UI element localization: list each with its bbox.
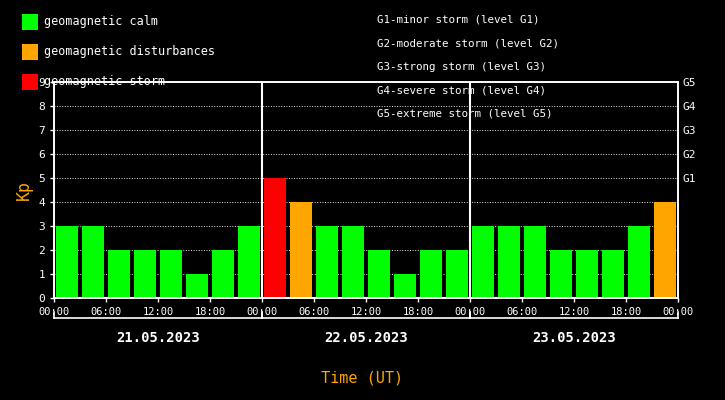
Bar [83, 226, 104, 298]
Text: G5-extreme storm (level G5): G5-extreme storm (level G5) [377, 109, 552, 119]
Bar [602, 250, 624, 298]
Bar [576, 250, 598, 298]
Text: geomagnetic disturbances: geomagnetic disturbances [44, 46, 215, 58]
Bar [550, 250, 572, 298]
Bar [368, 250, 390, 298]
Bar [290, 202, 312, 298]
Bar [212, 250, 234, 298]
Text: Time (UT): Time (UT) [321, 370, 404, 386]
Bar [628, 226, 650, 298]
Text: 22.05.2023: 22.05.2023 [324, 331, 408, 345]
Bar [239, 226, 260, 298]
Text: geomagnetic calm: geomagnetic calm [44, 16, 157, 28]
Bar [108, 250, 130, 298]
Text: 21.05.2023: 21.05.2023 [117, 331, 200, 345]
Bar [420, 250, 442, 298]
Bar [524, 226, 546, 298]
Bar [446, 250, 468, 298]
Text: G1-minor storm (level G1): G1-minor storm (level G1) [377, 15, 539, 25]
Y-axis label: Kp: Kp [15, 180, 33, 200]
Bar [160, 250, 182, 298]
Bar [342, 226, 364, 298]
Bar [264, 178, 286, 298]
Bar [134, 250, 157, 298]
Text: G3-strong storm (level G3): G3-strong storm (level G3) [377, 62, 546, 72]
Bar [654, 202, 676, 298]
Text: geomagnetic storm: geomagnetic storm [44, 76, 165, 88]
Text: G2-moderate storm (level G2): G2-moderate storm (level G2) [377, 39, 559, 49]
Text: 23.05.2023: 23.05.2023 [532, 331, 616, 345]
Bar [472, 226, 494, 298]
Bar [57, 226, 78, 298]
Bar [498, 226, 520, 298]
Bar [394, 274, 416, 298]
Bar [316, 226, 338, 298]
Bar [186, 274, 208, 298]
Text: G4-severe storm (level G4): G4-severe storm (level G4) [377, 85, 546, 95]
